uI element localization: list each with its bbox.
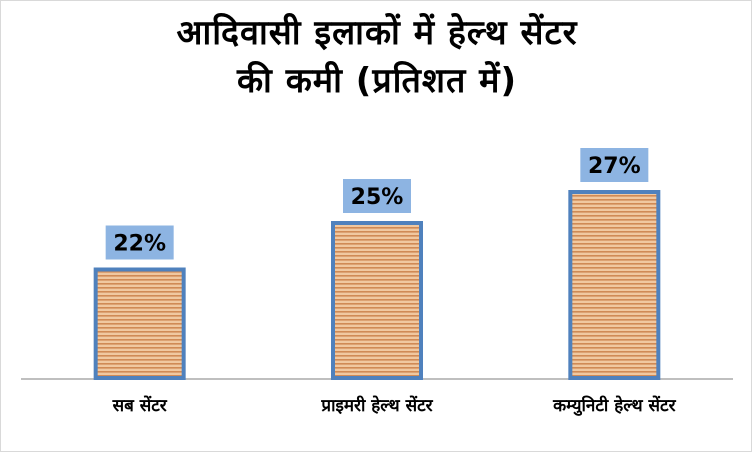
data-label-1: 22% [113, 232, 166, 257]
data-label-3: 27% [588, 154, 641, 179]
data-label-box-3 [580, 148, 649, 182]
bar-1 [93, 267, 186, 380]
bar-3 [568, 190, 661, 380]
chart-title-line-2: की कमी (प्रतिशत में) [236, 61, 518, 101]
data-label-2: 25% [351, 185, 404, 210]
category-label-3: कम्युनिटी हेल्थ सेंटर [552, 395, 677, 416]
category-label-1: सब सेंटर [112, 395, 168, 416]
data-label-box-1 [105, 225, 174, 260]
chart-title-line-1: आदिवासी इलाकों में हेल्थ सेंटर [176, 13, 578, 53]
bar-2 [331, 221, 423, 380]
data-label-box-2 [343, 179, 411, 213]
category-label-2: प्राइमरी हेल्थ सेंटर [320, 395, 433, 416]
